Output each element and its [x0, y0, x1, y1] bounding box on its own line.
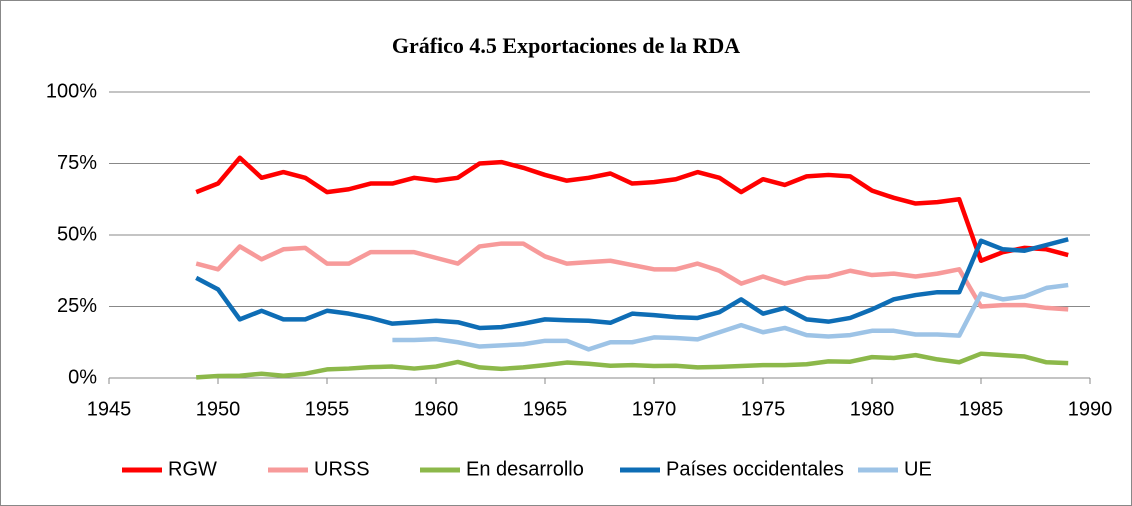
legend-label: En desarrollo — [466, 458, 584, 480]
chart-title: Gráfico 4.5 Exportaciones de la RDA — [392, 33, 740, 58]
x-tick-label: 1960 — [414, 398, 459, 420]
x-tick-label: 1950 — [196, 398, 241, 420]
series-line — [392, 282, 1069, 352]
series-line — [195, 241, 1069, 312]
x-tick-label: 1985 — [959, 398, 1004, 420]
y-tick-label: 0% — [68, 366, 97, 388]
series-line — [196, 351, 1069, 380]
y-tick-label: 25% — [57, 295, 97, 317]
x-tick-label: 1945 — [87, 398, 132, 420]
y-tick-label: 100% — [46, 80, 97, 102]
legend-label: UE — [904, 458, 932, 480]
legend-label: RGW — [168, 458, 217, 480]
legend-label: Países occidentales — [666, 458, 844, 480]
x-tick-label: 1980 — [850, 398, 895, 420]
x-tick-label: 1965 — [523, 398, 568, 420]
x-tick-label: 1975 — [741, 398, 786, 420]
x-tick-label: 1955 — [305, 398, 350, 420]
y-tick-label: 50% — [57, 223, 97, 245]
series-line — [195, 155, 1069, 263]
y-tick-label: 75% — [57, 152, 97, 174]
series-line — [195, 237, 1069, 331]
x-tick-label: 1990 — [1068, 398, 1113, 420]
x-tick-label: 1970 — [632, 398, 677, 420]
legend-label: URSS — [314, 458, 370, 480]
